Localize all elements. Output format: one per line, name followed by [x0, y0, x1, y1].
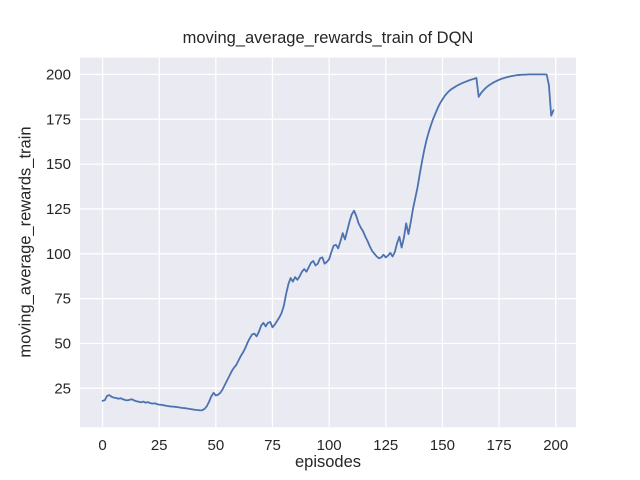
y-tick-label: 50: [54, 335, 71, 352]
y-tick-label: 125: [46, 201, 71, 218]
y-tick-label: 150: [46, 156, 71, 173]
x-tick-label: 175: [487, 437, 512, 454]
y-tick-label: 200: [46, 66, 71, 83]
y-tick-label: 75: [54, 291, 71, 308]
x-tick-label: 125: [373, 437, 398, 454]
x-tick-label: 200: [543, 437, 568, 454]
y-axis-label: moving_average_rewards_train: [16, 126, 35, 358]
plot-background: [80, 57, 576, 428]
x-tick-label: 50: [207, 437, 224, 454]
y-tick-label: 25: [54, 380, 71, 397]
y-tick-label: 100: [46, 246, 71, 263]
chart-title: moving_average_rewards_train of DQN: [182, 29, 474, 47]
reward-line: [101, 73, 555, 412]
y-tick-label: 175: [46, 111, 71, 128]
x-tick-label: 150: [430, 437, 455, 454]
x-axis-label: episodes: [294, 453, 362, 471]
x-tick-label: 0: [98, 437, 106, 454]
x-tick-label: 25: [151, 437, 168, 454]
x-tick-label: 75: [264, 437, 281, 454]
x-tick-label: 100: [317, 437, 342, 454]
